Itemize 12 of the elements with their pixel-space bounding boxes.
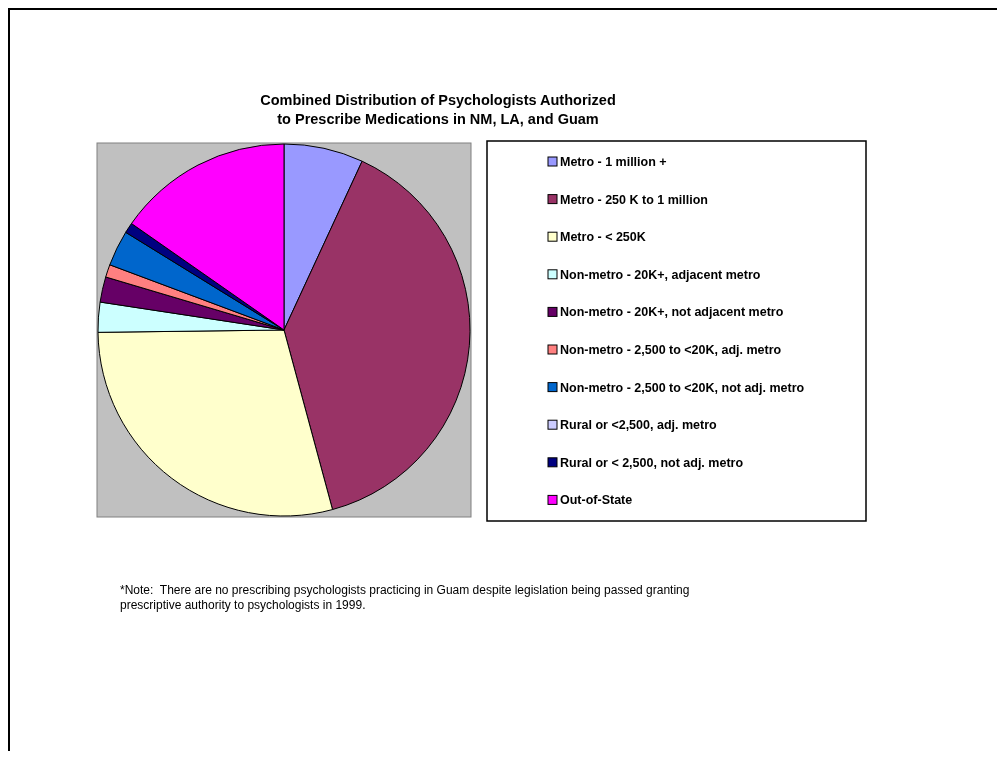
chart-title: Combined Distribution of Psychologists Authorized to Prescribe Medications in NM, LA, and Guam [260, 92, 616, 127]
legend-label: Rural or < 2,500, not adj. metro [560, 455, 744, 470]
text: *Note: There are no prescribing psychologists practicing in Guam despite legislation being passed granting prescriptive authority to psychologists in 1999. [120, 583, 690, 612]
legend-label: Non-metro - 2,500 to <20K, adj. metro [560, 343, 782, 357]
legend-label: Non-metro - 20K+, not adjacent metro [560, 305, 784, 320]
legend-label: Metro - 250 K to 1 million [560, 192, 708, 207]
legend-label: Rural or <2,500, adj. metro [560, 418, 718, 433]
legend-label: Non-metro - 20K+, adjacent metro [560, 267, 761, 282]
legend-label: Out-of-State [560, 493, 633, 508]
legend-label: Non-metro - 2,500 to <20K, not adj. metro [560, 380, 805, 395]
legend-label: Metro - 1 million + [560, 155, 667, 169]
legend-label: Metro - < 250K [560, 230, 646, 245]
